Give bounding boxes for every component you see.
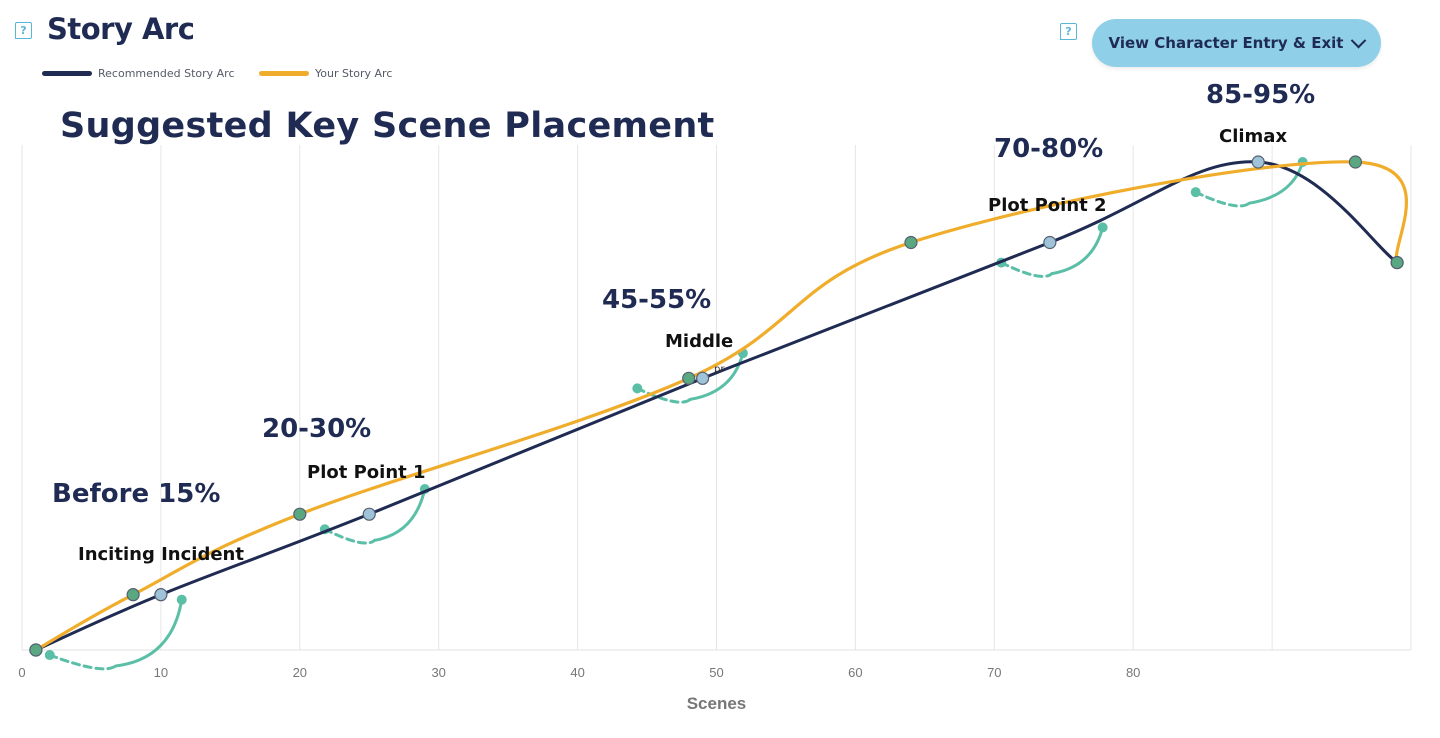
range-arrow-dashed bbox=[323, 527, 377, 545]
range-arrow-start bbox=[44, 650, 55, 661]
phase-event-label: Climax bbox=[1219, 126, 1287, 147]
your-arc-line bbox=[35, 160, 1409, 652]
phase-range-label: 85-95% bbox=[1206, 80, 1315, 110]
range-arrow-solid bbox=[114, 598, 184, 668]
phase-range-label: 70-80% bbox=[994, 134, 1103, 164]
x-tick-label: 70 bbox=[987, 665, 1001, 680]
recommended-arc-point bbox=[1251, 155, 1265, 169]
legend-item-recommended[interactable]: Recommended Story Arc bbox=[42, 67, 235, 80]
legend-label-your: Your Story Arc bbox=[315, 67, 393, 80]
range-arrow-end bbox=[1097, 222, 1108, 233]
range-arrow-dashed bbox=[635, 386, 692, 404]
stray-label: pr bbox=[714, 364, 725, 375]
x-tick-label: 60 bbox=[848, 665, 862, 680]
legend-label-recommended: Recommended Story Arc bbox=[98, 67, 235, 80]
range-arrow-solid bbox=[1050, 225, 1105, 276]
range-arrow-end bbox=[176, 594, 187, 605]
view-button-label: View Character Entry & Exit bbox=[1108, 34, 1344, 52]
range-arrow-start bbox=[632, 383, 643, 394]
range-arrow-dashed bbox=[999, 261, 1054, 278]
legend-swatch-your bbox=[259, 71, 309, 76]
x-tick-label: 20 bbox=[293, 665, 307, 680]
x-tick-label: 50 bbox=[709, 665, 723, 680]
x-tick-label: 30 bbox=[431, 665, 445, 680]
help-icon-glyph: ? bbox=[20, 24, 27, 37]
your-arc-point bbox=[904, 235, 918, 250]
your-arc-point bbox=[126, 588, 140, 602]
x-tick-label: 40 bbox=[570, 665, 584, 680]
help-icon[interactable]: ? bbox=[15, 22, 32, 39]
your-arc-point bbox=[1390, 256, 1404, 270]
x-axis-label: Scenes bbox=[687, 694, 747, 713]
view-character-entry-exit-button[interactable]: View Character Entry & Exit bbox=[1092, 19, 1381, 67]
your-arc-point bbox=[1348, 155, 1363, 169]
recommended-arc-point bbox=[696, 371, 710, 385]
recommended-arc-point bbox=[1043, 235, 1057, 250]
your-arc-point bbox=[293, 507, 307, 521]
your-arc-point bbox=[682, 371, 696, 385]
range-arrow-solid bbox=[688, 351, 745, 401]
phase-range-label: Before 15% bbox=[52, 479, 220, 509]
legend-swatch-recommended bbox=[42, 71, 92, 76]
recommended-arc-line bbox=[35, 160, 1398, 652]
range-arrow-solid bbox=[1247, 160, 1305, 205]
range-arrow-start bbox=[1190, 187, 1201, 198]
phase-event-label: Inciting Incident bbox=[78, 544, 244, 565]
range-arrow-solid bbox=[373, 487, 427, 542]
x-tick-label: 0 bbox=[18, 665, 25, 680]
chart-heading: Suggested Key Scene Placement bbox=[60, 106, 715, 146]
phase-event-label: Plot Point 1 bbox=[307, 462, 426, 483]
phase-event-label: Plot Point 2 bbox=[988, 195, 1107, 216]
page-title: Story Arc bbox=[47, 12, 195, 46]
x-tick-label: 80 bbox=[1126, 665, 1140, 680]
your-arc-point bbox=[29, 643, 43, 657]
help-icon[interactable]: ? bbox=[1060, 23, 1077, 40]
help-icon-glyph: ? bbox=[1065, 25, 1072, 38]
x-tick-label: 10 bbox=[154, 665, 168, 680]
range-arrow-dashed bbox=[1194, 190, 1251, 208]
recommended-arc-point bbox=[154, 588, 168, 602]
phase-range-label: 20-30% bbox=[262, 414, 371, 444]
recommended-arc-point bbox=[362, 507, 376, 521]
phase-event-label: Middle bbox=[665, 331, 733, 352]
range-arrow-dashed bbox=[48, 653, 118, 671]
phase-range-label: 45-55% bbox=[602, 285, 711, 315]
legend-item-your[interactable]: Your Story Arc bbox=[259, 67, 392, 80]
